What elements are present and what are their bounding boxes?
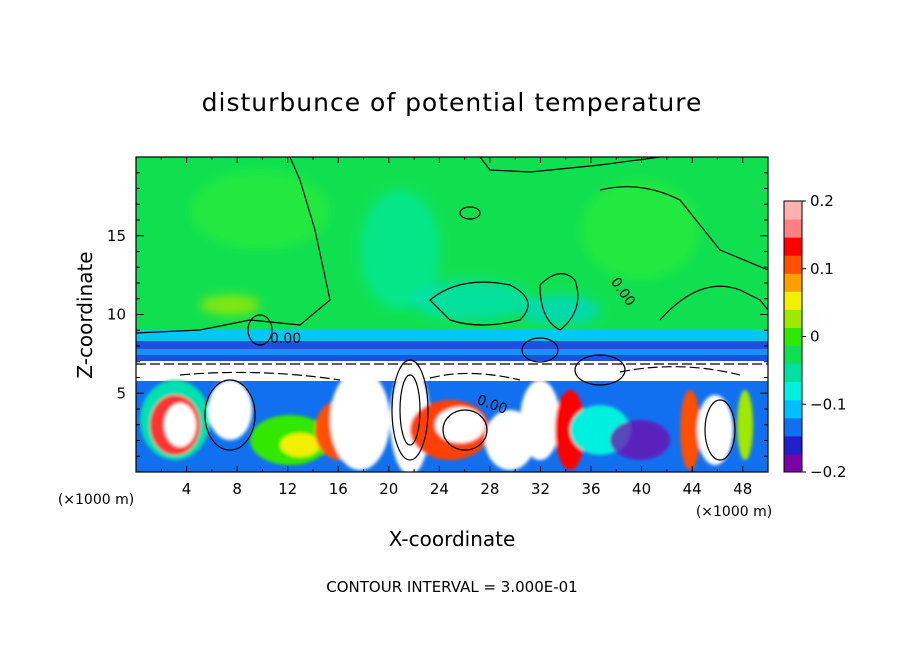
- colorbar-swatch: [784, 363, 802, 383]
- colorbar-swatch: [784, 237, 802, 256]
- z-unit-label: (×1000 m): [58, 492, 134, 508]
- x-tick-label: 32: [531, 480, 550, 498]
- x-tick-label: 36: [581, 480, 600, 498]
- colorbar-tick-label: 0.1: [810, 260, 834, 278]
- colorbar: 0.2 0.1 0 −0.1 −0.2: [783, 192, 846, 481]
- x-tick-label: 4: [182, 480, 192, 498]
- colorbar-swatch: [784, 381, 802, 401]
- x-axis-label: X-coordinate: [389, 527, 516, 551]
- y-tick-label: 5: [116, 384, 126, 402]
- colorbar-swatch: [784, 273, 802, 292]
- y-ticks: 5 10 15: [107, 172, 768, 457]
- colorbar-swatch: [784, 291, 802, 310]
- colorbar-swatch: [784, 399, 802, 419]
- chart-title: disturbunce of potential temperature: [202, 88, 703, 117]
- colorbar-swatch: [784, 219, 802, 238]
- x-tick-label: 8: [232, 480, 242, 498]
- colorbar-tick-label: 0.2: [810, 192, 834, 210]
- x-tick-label: 20: [379, 480, 398, 498]
- x-ticks: 4 8 12 16 20 24 28 32 36 40 44 48: [160, 157, 752, 498]
- x-tick-label: 28: [480, 480, 499, 498]
- contour-lines: [136, 157, 768, 461]
- contour-interval-label: CONTOUR INTERVAL = 3.000E-01: [326, 578, 577, 596]
- colorbar-tick-label: 0: [810, 328, 820, 346]
- x-tick-label: 12: [278, 480, 297, 498]
- colorbar-swatch: [784, 417, 802, 437]
- colorbar-swatch: [784, 327, 802, 347]
- y-tick-label: 10: [107, 306, 126, 324]
- x-tick-label: 48: [733, 480, 752, 498]
- x-tick-label: 16: [329, 480, 348, 498]
- colorbar-swatch: [784, 255, 802, 274]
- colorbar-tick-label: −0.1: [810, 395, 846, 413]
- colorbar-swatch: [784, 453, 802, 473]
- colorbar-tick-label: −0.2: [810, 463, 846, 481]
- colorbar-swatch: [784, 201, 802, 220]
- x-tick-label: 40: [632, 480, 651, 498]
- heatmap-field: [136, 157, 768, 472]
- y-tick-label: 15: [107, 227, 126, 245]
- x-tick-label: 44: [683, 480, 702, 498]
- colorbar-swatch: [784, 345, 802, 365]
- x-tick-label: 24: [430, 480, 449, 498]
- y-axis-label: Z-coordinate: [73, 251, 97, 378]
- colorbar-swatch: [784, 435, 802, 455]
- contour-label: 0.00: [270, 331, 301, 347]
- x-unit-label: (×1000 m): [696, 504, 772, 520]
- colorbar-swatch: [784, 309, 802, 328]
